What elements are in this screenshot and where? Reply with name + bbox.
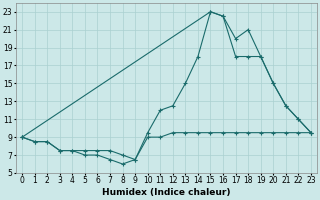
X-axis label: Humidex (Indice chaleur): Humidex (Indice chaleur) — [102, 188, 231, 197]
